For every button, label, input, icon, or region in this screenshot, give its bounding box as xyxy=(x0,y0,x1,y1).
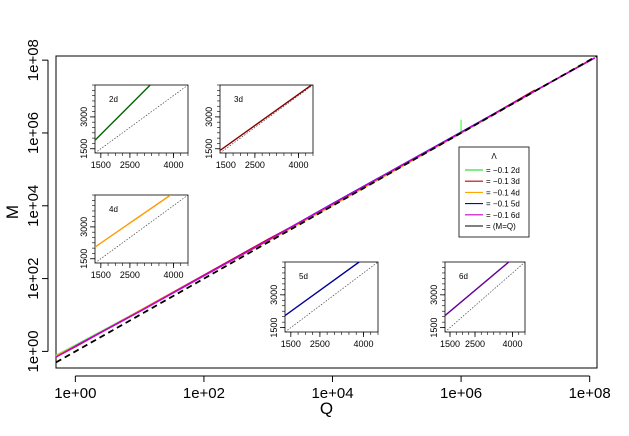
inset-series-line xyxy=(95,195,171,248)
inset-series-line xyxy=(445,262,510,317)
inset-x-tick-label: 4000 xyxy=(163,160,183,170)
inset-y-tick-label: 3000 xyxy=(269,285,279,305)
legend-label: = −0.1 4d xyxy=(486,188,520,197)
inset-y-tick-label: 3000 xyxy=(79,107,89,127)
inset-title: 3d xyxy=(234,95,243,104)
inset-5d: 5d 1500 2500 4000 1500 3000 xyxy=(269,261,379,349)
x-tick-label: 1e+00 xyxy=(54,385,96,402)
inset-x-tick-label: 1500 xyxy=(91,270,111,280)
inset-x-tick-label: 4000 xyxy=(502,339,522,349)
inset-y-tick-label: 1500 xyxy=(204,139,214,159)
inset-x-tick-label: 1500 xyxy=(216,160,236,170)
x-tick-label: 1e+08 xyxy=(569,385,611,402)
inset-y-tick-label: 1500 xyxy=(429,318,439,338)
inset-y-tick-label: 1500 xyxy=(79,139,89,159)
y-tick-label: 1e+00 xyxy=(25,330,42,372)
y-axis-title: M xyxy=(3,205,22,219)
inset-title: 4d xyxy=(109,205,118,214)
inset-y-tick-label: 3000 xyxy=(204,107,214,127)
x-tick-label: 1e+02 xyxy=(183,385,225,402)
y-tick-label: 1e+02 xyxy=(25,258,42,300)
inset-x-tick-label: 2500 xyxy=(245,160,265,170)
inset-x-tick-label: 2500 xyxy=(310,339,330,349)
plot-frame xyxy=(55,55,598,369)
inset-x-tick-label: 4000 xyxy=(353,339,373,349)
inset-x-tick-label: 1500 xyxy=(281,339,301,349)
inset-x-tick-label: 2500 xyxy=(120,160,140,170)
y-tick-label: 1e+04 xyxy=(25,185,42,227)
y-tick-label: 1e+08 xyxy=(25,39,42,81)
inset-series-line xyxy=(285,262,360,317)
legend-label: = −0.1 5d xyxy=(486,200,520,209)
inset-4d: 4d 1500 2500 4000 1500 3000 xyxy=(79,194,189,280)
series-line-mq xyxy=(55,55,598,364)
legend-label: = −0.1 3d xyxy=(486,177,520,186)
inset-x-tick-label: 1500 xyxy=(440,339,460,349)
legend-title: Λ xyxy=(491,152,497,161)
inset-x-tick-label: 4000 xyxy=(288,160,308,170)
x-axis-title: Q xyxy=(320,399,333,418)
inset-x-tick-label: 4000 xyxy=(163,270,183,280)
inset-y-tick-label: 1500 xyxy=(79,249,89,269)
inset-title: 5d xyxy=(299,272,308,281)
inset-3d: 3d 1500 2500 4000 1500 3000 xyxy=(204,84,314,170)
inset-x-tick-label: 2500 xyxy=(120,270,140,280)
inset-6d: 6d 1500 2500 4000 1500 3000 xyxy=(429,261,526,349)
inset-frame xyxy=(444,261,526,333)
inset-reference-line xyxy=(95,195,188,263)
inset-x-tick-label: 2500 xyxy=(465,339,485,349)
inset-title: 6d xyxy=(459,272,468,281)
legend-label: = −0.1 6d xyxy=(486,211,520,220)
inset-series-line xyxy=(220,85,313,152)
legend-label: = −0.1 2d xyxy=(486,166,520,175)
inset-y-tick-label: 3000 xyxy=(79,217,89,237)
inset-title: 2d xyxy=(109,95,118,104)
inset-x-tick-label: 1500 xyxy=(91,160,111,170)
inset-y-tick-label: 3000 xyxy=(429,285,439,305)
inset-reference-line xyxy=(95,85,188,153)
x-tick-label: 1e+06 xyxy=(440,385,482,402)
y-tick-label: 1e+06 xyxy=(25,112,42,154)
inset-reference-line xyxy=(220,85,313,153)
x-tick-label: 1e+04 xyxy=(311,385,353,402)
inset-reference-line xyxy=(285,262,378,332)
inset-series-line xyxy=(95,85,151,141)
legend: Λ = −0.1 2d = −0.1 3d = −0.1 4d = −0.1 5d = −… xyxy=(458,146,530,238)
inset-y-tick-label: 1500 xyxy=(269,318,279,338)
legend-label: = (M=Q) xyxy=(486,222,516,231)
inset-2d: 2d 1500 2500 4000 1500 3000 xyxy=(79,84,189,170)
